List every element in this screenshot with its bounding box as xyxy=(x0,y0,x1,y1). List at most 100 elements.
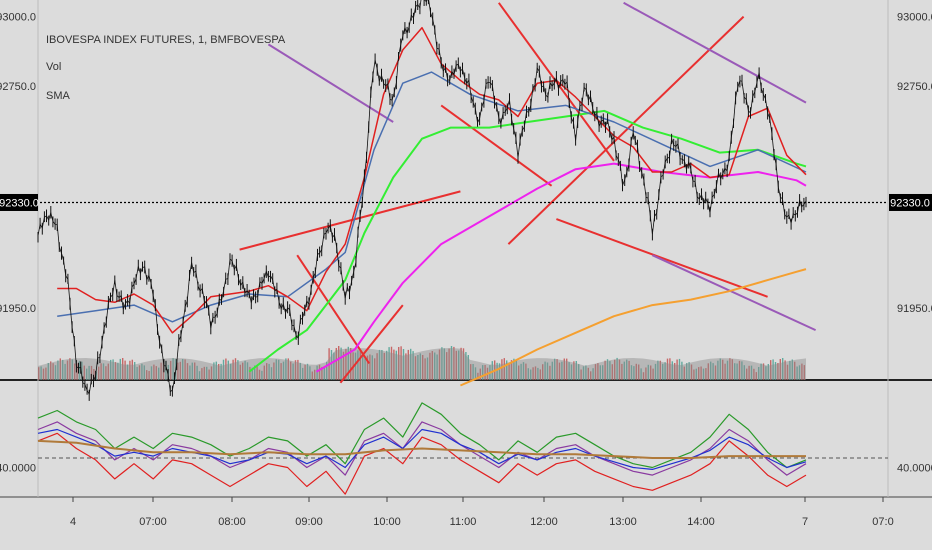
volume-bar xyxy=(381,350,383,380)
volume-bar xyxy=(150,366,153,380)
volume-bar xyxy=(755,372,757,380)
volume-bar xyxy=(242,362,244,380)
volume-bar xyxy=(189,365,191,380)
time-tick-label: 11:00 xyxy=(450,516,477,528)
volume-bar xyxy=(117,362,119,380)
volume-bar xyxy=(724,363,726,380)
volume-bar xyxy=(506,360,508,380)
volume-bar xyxy=(498,363,501,380)
last-price-label-left: 92330.0 xyxy=(0,197,39,209)
volume-bar xyxy=(527,368,529,380)
volume-bar xyxy=(714,365,717,380)
trend-line xyxy=(651,254,817,332)
volume-bar xyxy=(554,358,556,380)
volume-bar xyxy=(539,369,541,380)
volume-bar xyxy=(590,371,592,380)
volume-bar xyxy=(426,357,429,380)
volume-bar xyxy=(513,358,515,380)
volume-bar xyxy=(362,355,364,380)
time-tick-label: 12:00 xyxy=(530,516,558,528)
volume-bar xyxy=(467,355,469,380)
volume-bar xyxy=(136,366,138,380)
volume-bar xyxy=(203,366,205,380)
trend-line xyxy=(556,218,768,298)
sma-green-line xyxy=(248,109,807,373)
volume-bar xyxy=(441,347,443,380)
volume-bar xyxy=(194,362,196,380)
volume-bar xyxy=(95,372,97,380)
sma-orange-line xyxy=(460,268,807,387)
volume-bar xyxy=(496,362,498,380)
volume-bar xyxy=(633,366,635,380)
volume-bar xyxy=(664,362,666,380)
volume-bar xyxy=(753,368,755,380)
volume-bar xyxy=(801,363,803,380)
volume-bar xyxy=(153,364,155,380)
volume-bar xyxy=(419,353,421,380)
volume-bar xyxy=(688,362,690,380)
volume-bar xyxy=(52,363,54,380)
volume-bar xyxy=(45,367,47,380)
volume-bar xyxy=(122,358,124,380)
volume-bar xyxy=(712,363,714,380)
volume-bar xyxy=(280,363,282,380)
volume-bar xyxy=(309,366,311,380)
volume-bar xyxy=(232,359,234,380)
volume-bar xyxy=(606,359,609,380)
volume-bar xyxy=(244,360,246,380)
volume-bar xyxy=(386,350,388,380)
volume-bar xyxy=(717,360,719,380)
volume-bar xyxy=(743,365,745,380)
volume-bar xyxy=(126,364,129,380)
oscillator-red-line xyxy=(37,432,807,495)
volume-bar xyxy=(700,366,702,380)
volume-bar xyxy=(705,368,707,380)
volume-bar xyxy=(422,355,424,380)
oscillator-brown-line xyxy=(37,439,806,459)
volume-bar xyxy=(383,352,385,380)
volume-bar xyxy=(429,352,431,380)
time-tick-label: 09:00 xyxy=(295,516,323,528)
volume-bar xyxy=(568,362,570,380)
volume-bar xyxy=(237,360,239,380)
time-tick-label: 07:0 xyxy=(872,516,893,528)
volume-bar xyxy=(669,358,671,380)
volume-bar xyxy=(676,359,678,380)
volume-bar xyxy=(335,348,337,380)
volume-bar xyxy=(76,363,78,380)
volume-bar xyxy=(414,356,417,380)
volume-bar xyxy=(707,363,709,380)
trend-lines[interactable] xyxy=(239,1,817,384)
volume-bar xyxy=(741,361,743,380)
volume-bar xyxy=(354,352,357,380)
volume-bar xyxy=(222,359,225,380)
volume-bar xyxy=(220,363,222,380)
volume-bar xyxy=(215,361,217,380)
volume-bar xyxy=(484,365,486,380)
volume-bar xyxy=(594,364,597,380)
volume-bar xyxy=(170,360,172,380)
volume-bar xyxy=(693,369,695,380)
volume-bar xyxy=(642,372,645,380)
volume-bar xyxy=(460,347,462,380)
volume-bar xyxy=(774,362,777,380)
volume-bar xyxy=(333,352,335,380)
volume-bar xyxy=(782,358,784,380)
volume-bar xyxy=(66,360,69,380)
volume-bar xyxy=(734,363,736,380)
volume-area xyxy=(38,348,806,380)
volume-bar xyxy=(626,359,628,380)
volume-bar xyxy=(239,364,241,380)
volume-bar xyxy=(268,363,270,380)
volume-bar xyxy=(515,360,517,380)
volume-bar xyxy=(566,358,568,380)
volume-bar xyxy=(285,358,287,380)
volume-bar xyxy=(57,360,59,380)
volume-bar xyxy=(628,360,630,380)
volume-bar xyxy=(563,358,565,380)
volume-bar xyxy=(165,361,167,380)
volume-bar xyxy=(760,363,762,380)
volume-bar xyxy=(803,365,805,380)
volume-bar xyxy=(719,358,721,380)
volume-bar xyxy=(172,358,174,380)
